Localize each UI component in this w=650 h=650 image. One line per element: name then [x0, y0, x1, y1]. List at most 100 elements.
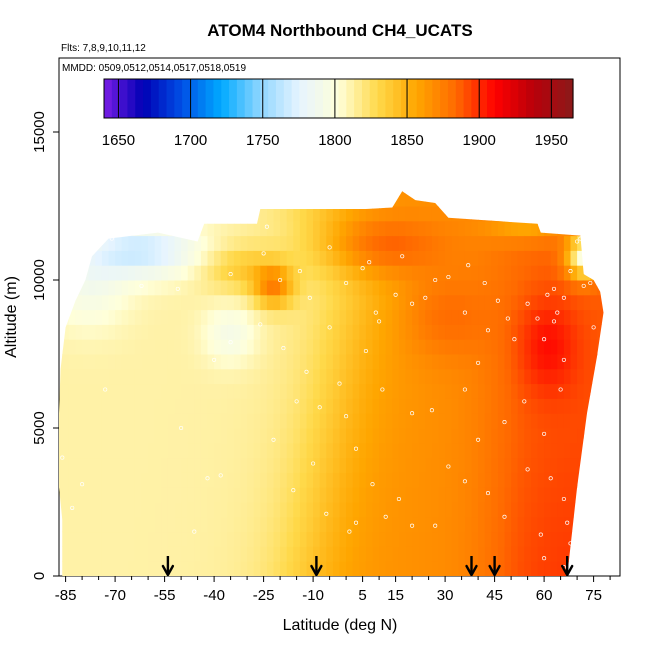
heatmap-cell — [200, 265, 208, 281]
heatmap-cell — [557, 324, 565, 340]
heatmap-cell — [339, 561, 347, 576]
heatmap-cell — [544, 413, 552, 429]
heatmap-cell — [392, 339, 400, 355]
heatmap-cell — [101, 265, 109, 281]
heatmap-cell — [214, 546, 222, 562]
heatmap-cell — [431, 472, 439, 488]
heatmap-cell — [379, 428, 387, 444]
heatmap-cell — [75, 502, 83, 518]
heatmap-cell — [88, 339, 96, 355]
heatmap-cell — [154, 546, 162, 562]
heatmap-cell — [167, 265, 175, 281]
heatmap-cell — [286, 324, 294, 340]
heatmap-cell — [418, 516, 426, 533]
sample-point — [446, 464, 451, 469]
heatmap-cell — [134, 294, 142, 311]
heatmap-cell — [233, 354, 241, 370]
heatmap-cell — [326, 235, 334, 251]
heatmap-cell — [392, 235, 400, 251]
sample-point — [86, 257, 91, 262]
heatmap-cell — [293, 250, 301, 266]
heatmap-cell — [101, 487, 109, 503]
heatmap-cell — [313, 516, 321, 533]
heatmap-cell — [200, 383, 208, 399]
colorbar-segment — [338, 79, 347, 118]
heatmap-cell — [240, 220, 248, 237]
heatmap-cell — [491, 354, 499, 370]
heatmap-cell — [484, 294, 492, 311]
heatmap-cell — [604, 428, 611, 443]
heatmap-cell — [596, 294, 604, 311]
heatmap-cell — [88, 220, 96, 237]
heatmap-cell — [154, 531, 162, 547]
heatmap-cell — [154, 294, 162, 311]
heatmap-cell — [544, 516, 552, 533]
heatmap-cell — [550, 428, 558, 444]
heatmap-cell — [68, 516, 76, 533]
heatmap-cell — [227, 487, 235, 503]
heatmap-cell — [544, 191, 552, 207]
heatmap-cell — [590, 442, 598, 459]
heatmap-cell — [332, 531, 340, 547]
heatmap-cell — [280, 516, 288, 533]
heatmap-cell — [511, 309, 519, 325]
heatmap-cell — [405, 472, 413, 488]
heatmap-cell — [154, 250, 162, 266]
heatmap-cell — [604, 517, 611, 532]
heatmap-cell — [128, 383, 136, 399]
heatmap-cell — [405, 398, 413, 414]
heatmap-cell — [154, 324, 162, 340]
heatmap-cell — [313, 220, 321, 237]
heatmap-cell — [577, 516, 585, 533]
sample-point — [109, 236, 114, 241]
profile-arrow — [465, 556, 478, 577]
heatmap-cell — [464, 457, 472, 473]
heatmap-cell — [379, 206, 387, 222]
heatmap-cell — [240, 235, 248, 251]
heatmap-cell — [497, 398, 505, 414]
heatmap-cell — [445, 413, 453, 429]
heatmap-cell — [220, 280, 228, 296]
heatmap-cell — [134, 398, 142, 414]
heatmap-cell — [253, 206, 261, 222]
heatmap-cell — [88, 324, 96, 340]
heatmap-cell — [260, 398, 268, 414]
heatmap-cell — [273, 472, 281, 488]
heatmap-cell — [346, 235, 354, 251]
heatmap-cell — [372, 265, 380, 281]
heatmap-cell — [550, 502, 558, 518]
heatmap-cell — [596, 398, 604, 414]
heatmap-cell — [128, 546, 136, 562]
heatmap-cell — [62, 502, 70, 518]
heatmap-cell — [438, 294, 446, 311]
heatmap-cell — [385, 324, 393, 340]
heatmap-cell — [431, 294, 439, 311]
heatmap-cell — [365, 442, 373, 459]
heatmap-cell — [412, 546, 420, 562]
heatmap-cell — [524, 546, 532, 562]
heatmap-cell — [379, 487, 387, 503]
heatmap-cell — [372, 250, 380, 266]
heatmap-cell — [207, 531, 215, 547]
colorbar-segment — [518, 79, 527, 118]
heatmap-cell — [332, 561, 340, 576]
heatmap-cell — [511, 250, 519, 266]
heatmap-cell — [174, 354, 182, 370]
heatmap-cell — [365, 428, 373, 444]
heatmap-cell — [174, 487, 182, 503]
heatmap-cell — [524, 354, 532, 370]
heatmap-cell — [511, 220, 519, 237]
heatmap-cell — [260, 457, 268, 473]
heatmap-cell — [339, 398, 347, 414]
heatmap-cell — [583, 368, 591, 385]
heatmap-cell — [260, 235, 268, 251]
heatmap-cell — [544, 220, 552, 237]
heatmap-cell — [59, 398, 63, 414]
heatmap-cell — [62, 516, 70, 533]
heatmap-cell — [266, 324, 274, 340]
heatmap-cell — [557, 354, 565, 370]
heatmap-cell — [563, 265, 571, 281]
heatmap-cell — [148, 561, 156, 576]
heatmap-cell — [88, 294, 96, 311]
sample-point — [264, 224, 269, 229]
